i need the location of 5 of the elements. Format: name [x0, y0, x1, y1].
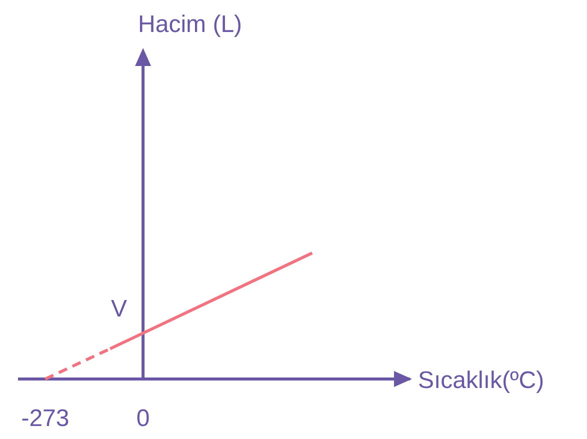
x-axis-title: Sıcaklık(ºC) — [418, 367, 544, 394]
x-tick-label: -273 — [21, 405, 70, 432]
annotation: V — [111, 295, 128, 322]
x-tick-label: 0 — [136, 405, 150, 432]
text: Hacim (L) — [138, 11, 242, 38]
